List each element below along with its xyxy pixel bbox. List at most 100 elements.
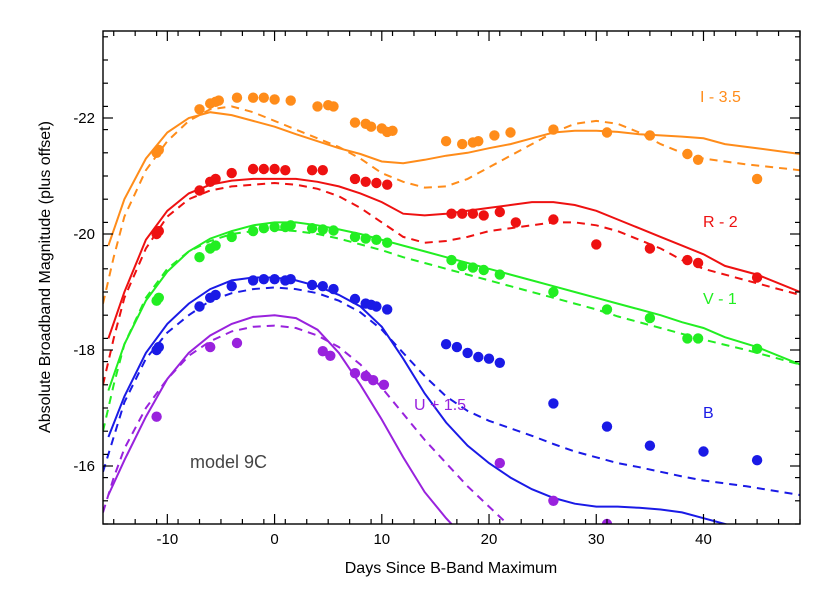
data-point [194, 104, 205, 115]
data-point [349, 117, 361, 128]
data-point [692, 257, 704, 269]
data-point [317, 346, 328, 357]
data-point [205, 341, 216, 353]
data-point [378, 379, 390, 390]
data-point [457, 208, 468, 219]
data-point [451, 341, 463, 353]
data-point [440, 136, 452, 147]
data-point [231, 337, 243, 349]
x-tick-label: -10 [156, 531, 178, 548]
data-point [226, 281, 237, 292]
y-tick-label: -20 [73, 226, 95, 243]
data-point [226, 231, 237, 243]
series-label: U + 1.5 [414, 397, 466, 414]
model-dashed-curve [103, 181, 800, 386]
data-point [457, 260, 468, 272]
data-point [210, 289, 221, 301]
data-point [285, 274, 296, 285]
data-point [473, 136, 484, 147]
data-point [548, 124, 559, 135]
data-point [494, 357, 505, 368]
data-point [446, 208, 457, 219]
data-point [382, 304, 393, 315]
data-point [325, 350, 336, 361]
data-point [489, 130, 500, 141]
data-point [317, 224, 328, 235]
data-point [548, 214, 559, 225]
data-point [505, 127, 516, 138]
data-point [194, 185, 205, 196]
data-point [151, 411, 162, 422]
data-point [247, 92, 259, 103]
model-dashed-curve [103, 105, 800, 304]
data-point [446, 254, 457, 266]
data-point [285, 95, 296, 106]
data-point [349, 293, 361, 305]
data-point [231, 92, 243, 103]
data-point [306, 279, 318, 291]
data-point [751, 173, 763, 185]
data-point [371, 177, 382, 189]
data-point [269, 163, 280, 175]
data-point [601, 127, 613, 138]
data-point [368, 375, 379, 386]
y-axis-title: Absolute Broadband Magnitude (plus offse… [37, 121, 54, 433]
data-point [258, 223, 269, 234]
data-point [548, 398, 559, 409]
x-tick-label: 20 [481, 531, 498, 548]
data-point [494, 457, 505, 469]
series-label: R - 2 [703, 214, 738, 231]
data-point [317, 281, 328, 292]
data-point [698, 446, 709, 457]
data-point [682, 148, 693, 160]
data-point [473, 351, 484, 363]
data-point [440, 339, 452, 350]
data-point [591, 239, 602, 250]
data-point [328, 283, 339, 295]
data-point [226, 167, 237, 179]
data-point [751, 343, 763, 354]
data-point [247, 163, 259, 175]
data-point [213, 95, 224, 106]
plot-frame [102, 30, 801, 525]
data-point [478, 210, 489, 221]
data-point [306, 165, 318, 176]
data-point [194, 301, 205, 312]
model-dashed-curve [103, 286, 800, 496]
data-point [644, 130, 656, 141]
data-point [258, 92, 269, 103]
data-point [382, 179, 393, 190]
series-label: I - 3.5 [700, 89, 741, 106]
data-point [601, 421, 613, 432]
data-point [478, 264, 489, 276]
data-point [153, 144, 164, 156]
model-annotation: model 9C [190, 452, 267, 472]
data-point [360, 233, 371, 244]
data-point [349, 231, 361, 243]
data-point [360, 176, 371, 187]
data-point [258, 274, 269, 285]
model-dashed-curve [103, 228, 800, 432]
data-point [269, 221, 280, 233]
data-point [462, 347, 473, 359]
data-point [682, 254, 693, 266]
data-point [365, 121, 377, 132]
series-label: V - 1 [703, 291, 737, 308]
data-point [692, 154, 704, 165]
data-point [483, 353, 495, 364]
data-point [247, 275, 259, 286]
plot-area [103, 92, 800, 524]
x-tick-label: 40 [695, 531, 712, 548]
x-tick-label: 10 [373, 531, 390, 548]
series-label: B [703, 405, 714, 422]
data-point [548, 286, 559, 298]
data-point [371, 234, 382, 245]
x-tick-label: 0 [270, 531, 278, 548]
data-point [644, 312, 656, 324]
data-point [258, 163, 269, 175]
data-point [751, 455, 763, 466]
data-point [457, 138, 468, 150]
data-point [317, 165, 328, 176]
model-solid-curve [107, 221, 800, 391]
